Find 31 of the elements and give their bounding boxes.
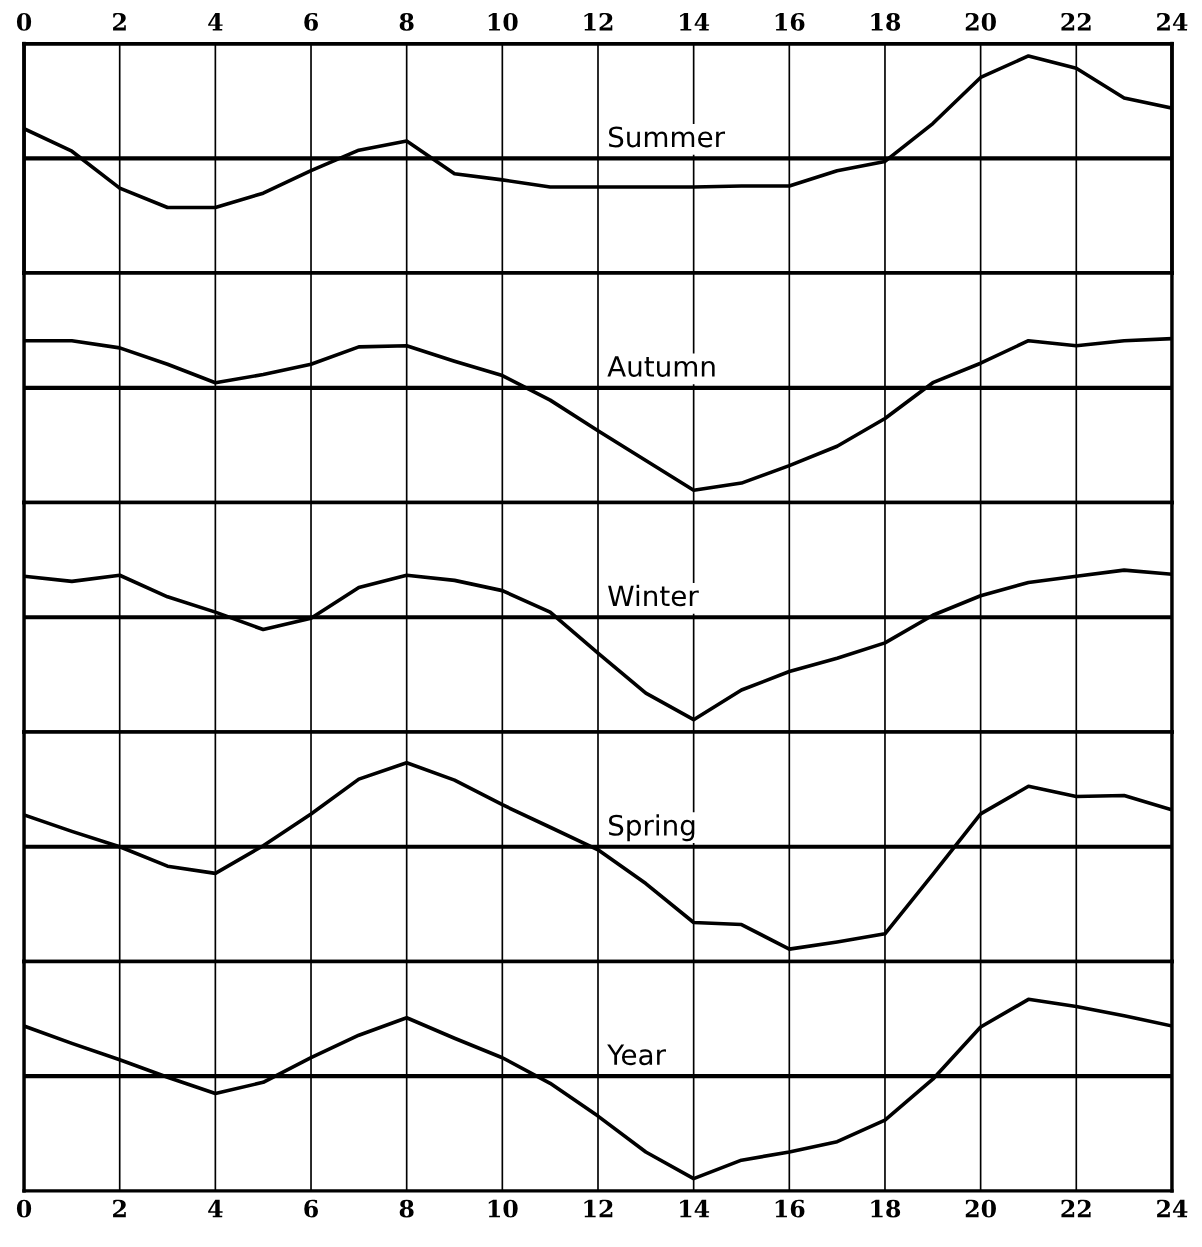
x2-tick-label: 18 <box>871 12 901 31</box>
x2-tick-label: 20 <box>965 12 996 31</box>
x2-tick-label: 0 <box>16 12 32 31</box>
x2-tick-label: 16 <box>775 12 805 31</box>
x-tick-label: 8 <box>399 1199 414 1218</box>
x-tick-label: 16 <box>775 1199 805 1218</box>
x2-tick-label: 2 <box>113 12 126 31</box>
series-label: Autumn <box>607 356 715 377</box>
x2-tick-label: 8 <box>399 12 414 31</box>
x-tick-label: 6 <box>304 1199 318 1218</box>
x-tick-label: 22 <box>1061 1199 1091 1218</box>
series-label: Summer <box>609 126 726 148</box>
series-label: Spring <box>609 814 695 842</box>
x-tick-label: 20 <box>965 1199 996 1218</box>
x-tick-label: 4 <box>208 1199 223 1218</box>
x2-tick-label: 22 <box>1061 12 1091 31</box>
x2-tick-label: 10 <box>488 12 518 31</box>
x-tick-label: 24 <box>1157 1199 1188 1218</box>
x-tick-label: 14 <box>680 1199 710 1218</box>
x-tick-label: 0 <box>16 1199 32 1218</box>
series-label: Winter <box>608 584 699 607</box>
x2-tick-label: 4 <box>208 12 223 31</box>
x-tick-label: 2 <box>113 1199 126 1218</box>
x-tick-label: 18 <box>871 1199 901 1218</box>
series-label: Year <box>607 1044 666 1066</box>
x2-tick-label: 12 <box>584 12 613 31</box>
x2-tick-label: 6 <box>304 12 318 31</box>
x2-tick-label: 14 <box>680 12 710 31</box>
x2-tick-label: 24 <box>1157 12 1188 31</box>
x-tick-label: 12 <box>584 1199 613 1218</box>
x-tick-label: 10 <box>488 1199 518 1218</box>
